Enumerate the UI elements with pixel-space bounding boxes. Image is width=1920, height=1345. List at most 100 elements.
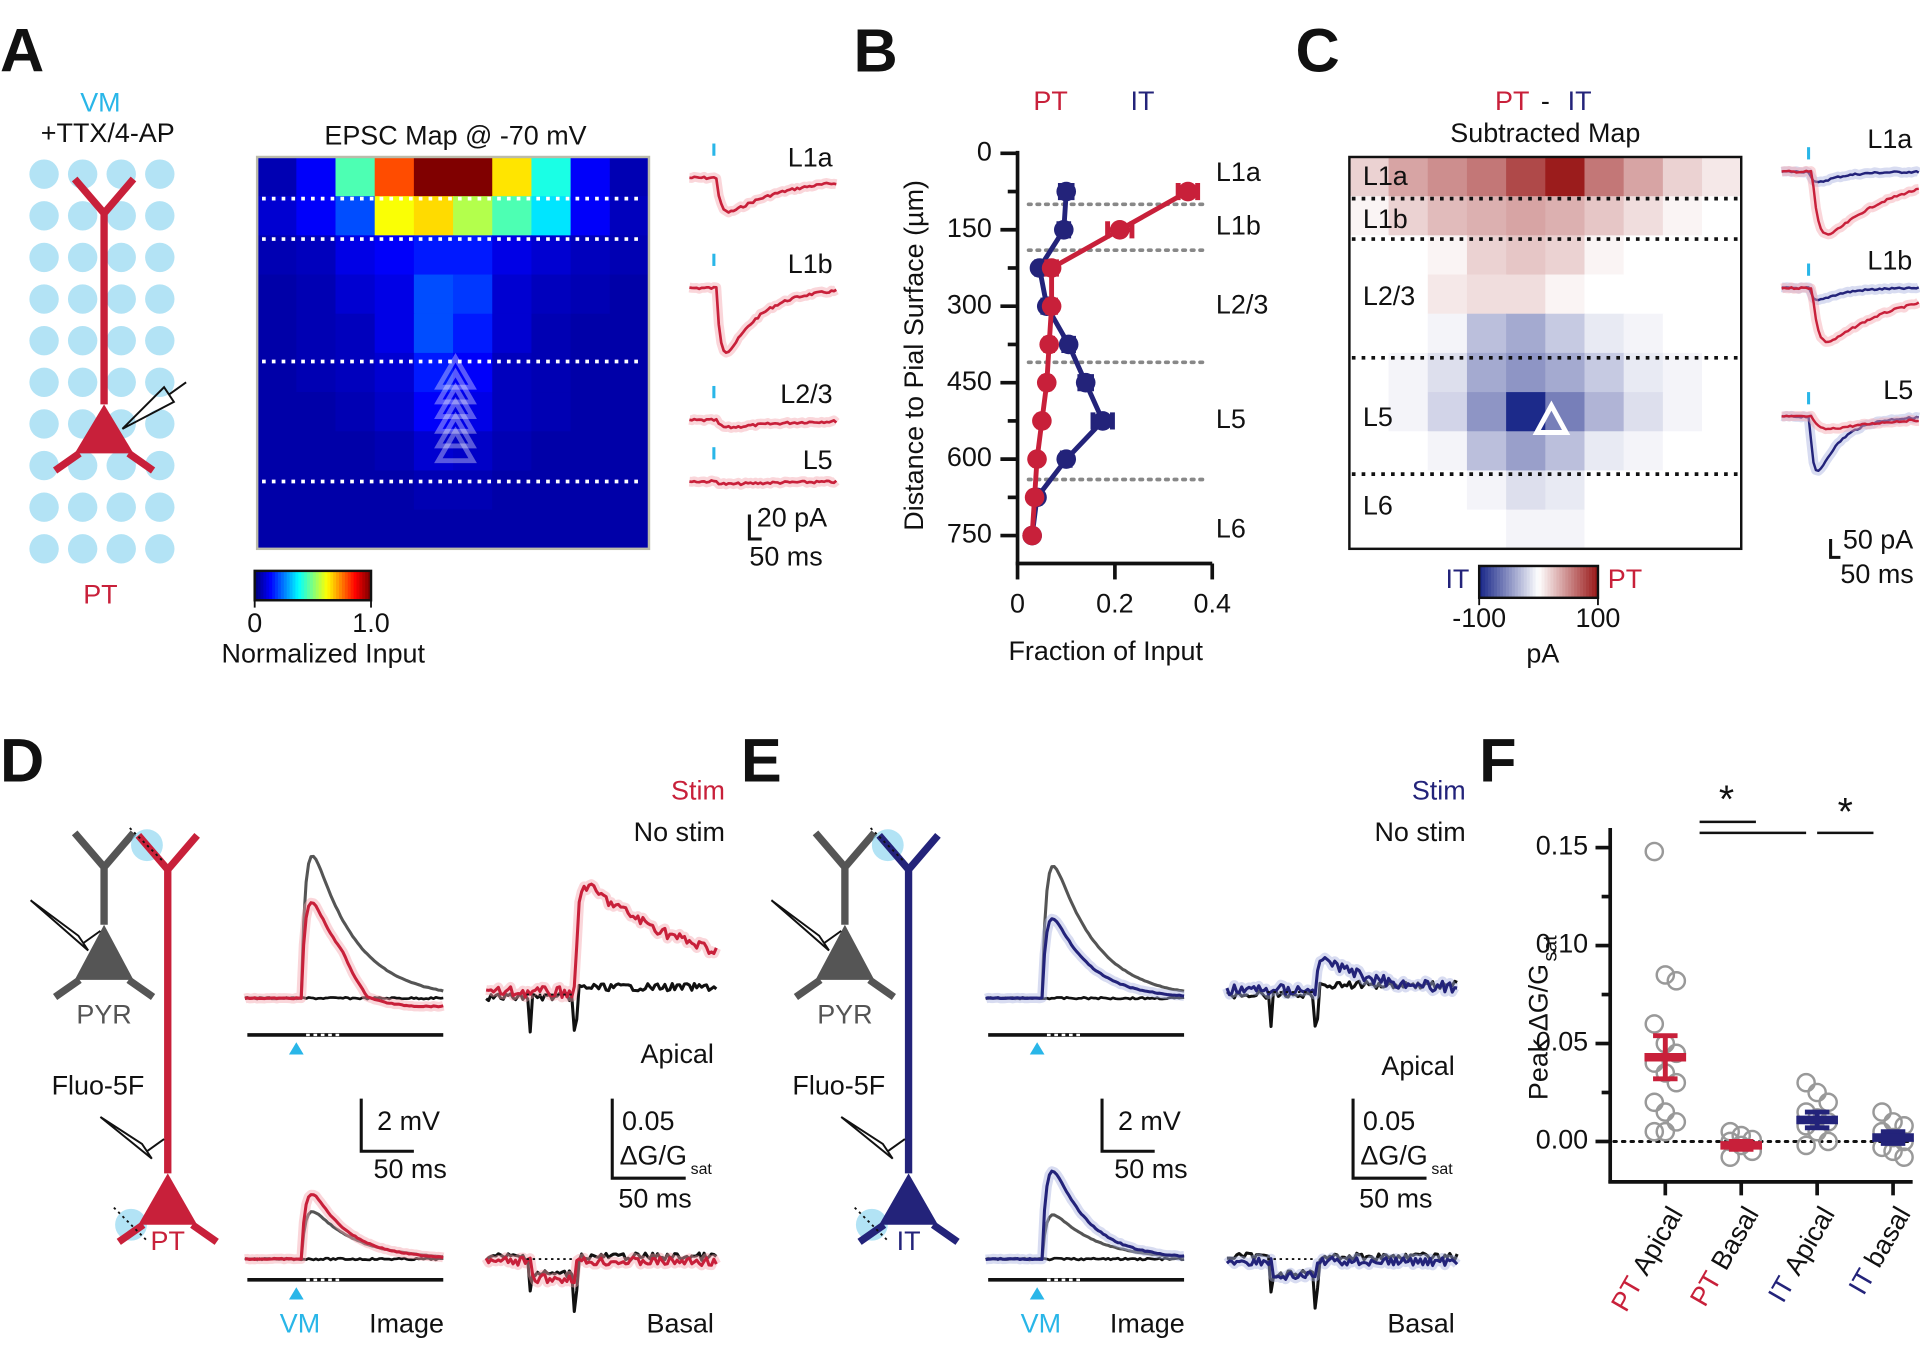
label: Fluo-5F [792, 1071, 885, 1101]
label: 50 ms [1840, 559, 1913, 589]
heatmap-cell [531, 235, 572, 276]
label: 0.05 [1363, 1106, 1415, 1136]
stim-spot [29, 325, 59, 356]
data-point [1818, 1131, 1838, 1152]
heatmap-cell [1349, 392, 1390, 432]
data-point [1022, 525, 1042, 546]
data-point [1075, 372, 1096, 393]
colorbar-step [1479, 565, 1483, 598]
heatmap-cell [570, 509, 611, 550]
heatmap-cell [1466, 235, 1507, 276]
category-label: Apical [1626, 1202, 1689, 1281]
heatmap-cell [374, 431, 415, 472]
heatmap-cell [1349, 156, 1390, 197]
heatmap-cell [257, 313, 297, 354]
colorbar-border [253, 569, 373, 602]
heatmap-cell [1388, 196, 1429, 236]
layer-label: L1b [1216, 210, 1261, 240]
heatmap-cell [1662, 156, 1703, 197]
colorbar-step [272, 570, 276, 601]
colorbar-step [318, 570, 323, 601]
stim-marker [288, 1287, 304, 1300]
label: No stim [1374, 817, 1465, 847]
neuron [793, 976, 896, 1000]
label: IT [1445, 564, 1469, 594]
heatmap-cell [374, 156, 415, 197]
label: pA [1526, 638, 1559, 668]
trace [1781, 286, 1920, 344]
colorbar-step [1505, 565, 1510, 598]
colorbar-step [1544, 565, 1549, 598]
heatmap-cell [1702, 313, 1742, 354]
heatmap-cell [1584, 196, 1625, 236]
heatmap-cell [609, 431, 650, 472]
colorbar-step [333, 570, 337, 601]
heatmap-cell [1427, 156, 1468, 197]
colorbar-border [1477, 564, 1600, 600]
heatmap-cell [1506, 313, 1546, 354]
stim-spot [29, 284, 59, 314]
trace-shade [686, 171, 839, 218]
y-tick-label: 0.00 [1536, 1125, 1588, 1155]
heatmap-cell [413, 274, 454, 315]
heatmap-cell [257, 431, 297, 472]
heatmap-cell [374, 313, 415, 354]
heatmap-cell [374, 235, 415, 276]
heatmap-cell [1466, 313, 1507, 354]
heatmap-cell [453, 196, 493, 236]
y-tick-label: 0.15 [1536, 831, 1588, 861]
heatmap-cell [413, 156, 454, 197]
heatmap-cell [1623, 392, 1664, 432]
heatmap-cell [1427, 235, 1468, 276]
soma-marker [434, 426, 477, 464]
heatmap-cell [1506, 156, 1546, 197]
label: L1b [788, 249, 833, 279]
colorbar-step [312, 570, 317, 601]
label: L1a [788, 143, 833, 173]
stim-spot [67, 201, 98, 231]
heatmap-cell [1388, 313, 1429, 354]
comparison-label: - [1541, 86, 1550, 116]
trace [485, 882, 718, 1000]
trace [1781, 414, 1919, 431]
heatmap-cell [1466, 196, 1507, 236]
heatmap-cell [1545, 156, 1586, 197]
heatmap-cell [1662, 470, 1703, 511]
stim-spot [106, 242, 136, 273]
scale-bar [610, 1098, 686, 1180]
stim-marker [288, 1042, 304, 1055]
heatmap-cell [1702, 392, 1742, 432]
colorbar-step [1592, 565, 1596, 598]
heatmap-cell [609, 274, 650, 315]
colorbar-step [292, 570, 297, 601]
heatmap-cell [609, 235, 650, 276]
data-point [1092, 411, 1113, 431]
pipette [770, 899, 842, 952]
stim-marker [1029, 1287, 1045, 1300]
stim-spot [145, 367, 175, 397]
colorbar-step [1547, 565, 1552, 598]
colorbar-step [347, 570, 352, 601]
y-tick-label: 300 [947, 289, 992, 319]
neuron [71, 830, 137, 925]
heatmap-cell [1545, 392, 1586, 432]
colorbar-tick-label: 1.0 [352, 608, 389, 638]
heatmap-cell [1662, 235, 1703, 276]
heatmap-cell [296, 313, 337, 354]
heatmap-cell [1427, 392, 1468, 432]
heatmap-cell [570, 235, 611, 276]
heatmap-cell [335, 352, 376, 393]
heatmap-cell [374, 196, 415, 236]
heatmap-cell [453, 313, 493, 354]
colorbar-step [298, 570, 302, 601]
heatmap-cell [1388, 156, 1429, 197]
legend-label: PT [1033, 86, 1067, 116]
x-tick-label: 0.4 [1194, 588, 1231, 618]
heatmap-cell [335, 509, 376, 550]
stim-spot [145, 201, 175, 231]
data-point [1027, 449, 1047, 469]
panel-letter: F [1479, 727, 1516, 795]
heatmap-cell [1427, 470, 1468, 511]
heatmap-cell [531, 156, 572, 197]
trace [689, 479, 838, 487]
